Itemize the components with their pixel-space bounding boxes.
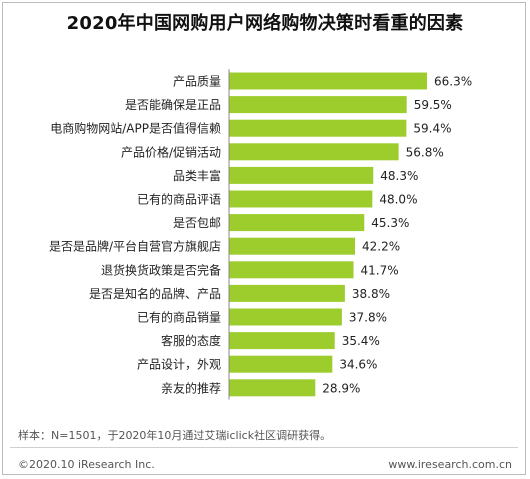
category-label: 产品质量 [173,75,221,89]
sample-note: 样本：N=1501，于2020年10月通过艾瑞iclick社区调研获得。 [18,429,332,442]
bar [229,96,407,114]
category-label: 退货换货政策是否完备 [101,262,221,277]
value-label: 56.8% [406,145,444,159]
value-label: 59.4% [413,122,451,136]
bar [229,332,335,350]
bar [229,166,374,184]
bar [229,119,407,137]
value-label: 66.3% [434,75,472,89]
bar [229,237,356,255]
category-label: 亲友的推荐 [161,380,221,395]
bar [229,308,342,326]
value-label: 28.9% [322,381,360,395]
bar [229,355,333,373]
category-label: 产品设计，外观 [137,358,221,372]
category-label: 是否包邮 [173,216,221,230]
category-label: 是否能确保是正品 [125,98,221,112]
category-label: 品类丰富 [173,168,221,183]
category-label: 已有的商品销量 [137,310,221,325]
category-label: 是否是知名的品牌、产品 [89,286,221,301]
value-label: 35.4% [342,334,380,348]
category-label: 是否是品牌/平台自营官方旗舰店 [49,239,221,254]
category-label: 已有的商品评语 [137,192,221,207]
value-label: 59.5% [414,98,452,112]
website-text: www.iresearch.com.cn [388,458,512,471]
bar [229,261,354,279]
bar [229,379,316,397]
value-label: 41.7% [361,263,399,277]
value-label: 45.3% [371,216,409,230]
chart-title: 2020年中国网购用户网络购物决策时看重的因素 [66,13,464,34]
category-label: 产品价格/促销活动 [121,144,221,159]
footer-divider [10,447,518,448]
bar [229,143,399,161]
copyright-text: ©2020.10 iResearch Inc. [18,458,155,471]
value-label: 37.8% [349,311,387,325]
category-label: 客服的态度 [161,333,221,348]
value-label: 34.6% [339,358,377,372]
bar [229,284,345,302]
bar [229,214,365,232]
value-label: 38.8% [352,287,390,301]
value-label: 48.0% [379,193,417,207]
bar [229,190,373,208]
value-label: 42.2% [362,240,400,254]
category-label: 电商购物网站/APP是否值得信赖 [50,121,221,136]
value-label: 48.3% [380,169,418,183]
bar [229,72,427,90]
